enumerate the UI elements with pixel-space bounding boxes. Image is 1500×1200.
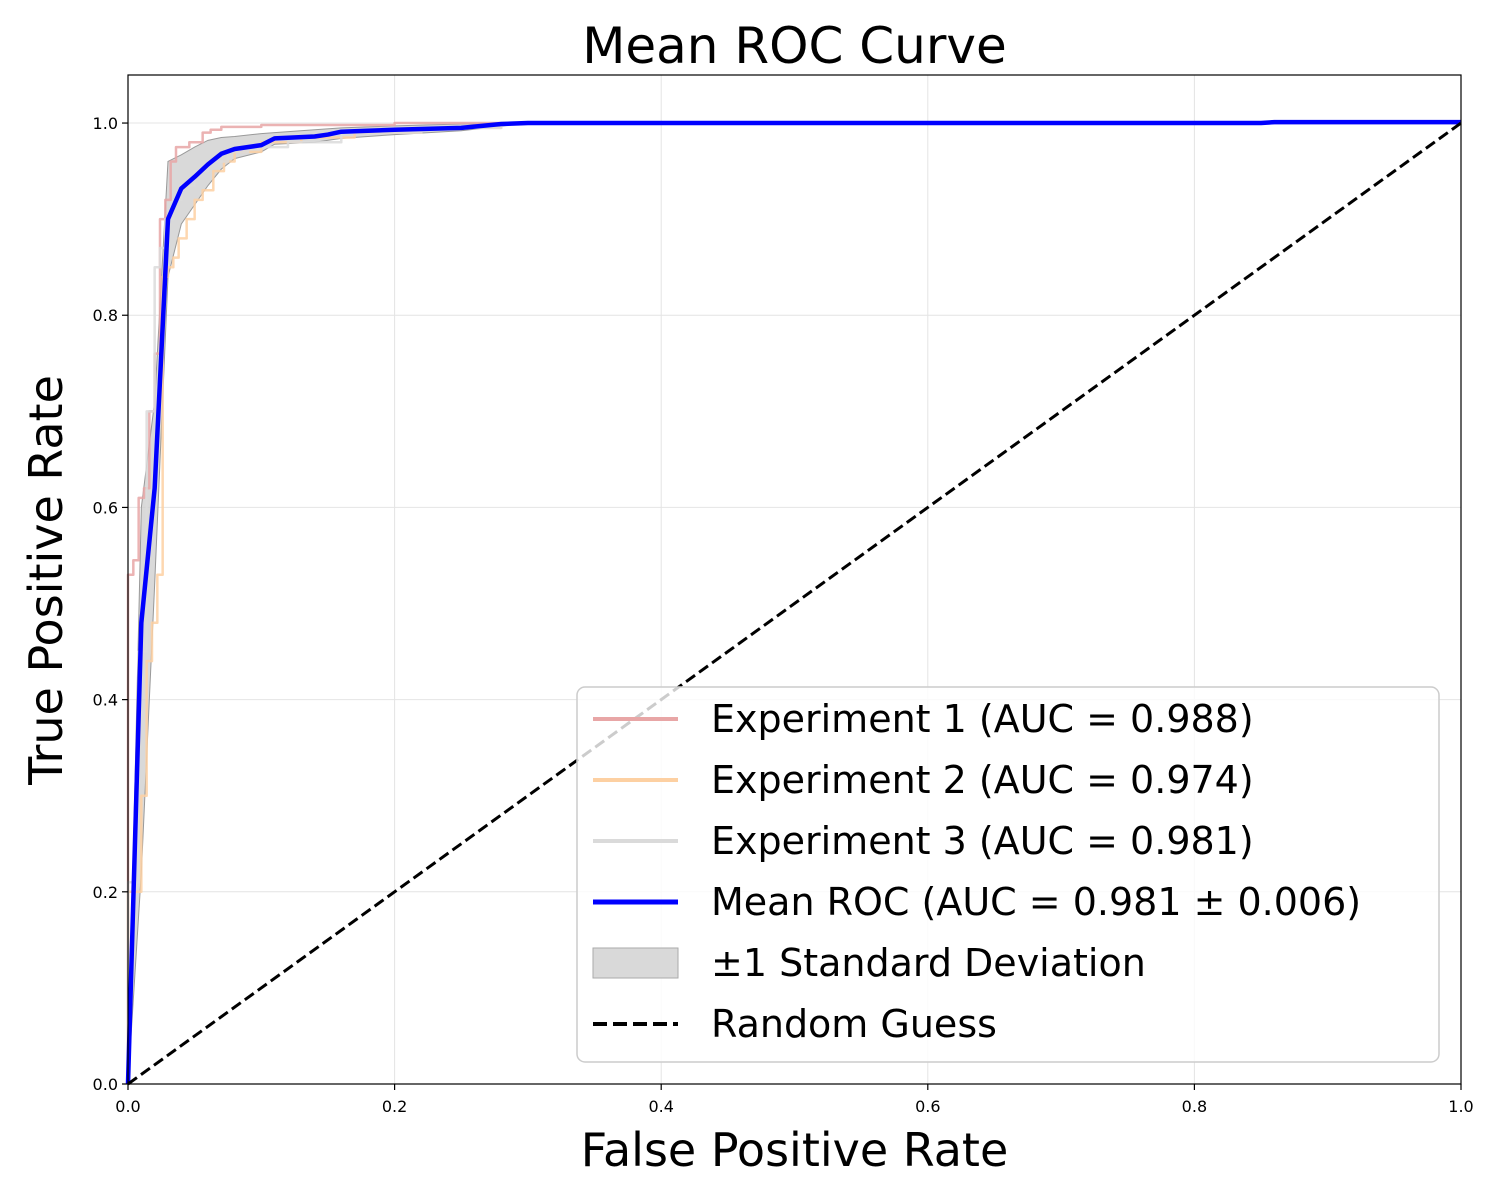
axis-ticks: 0.0 0.2 0.4 0.6 0.8 1.0 0.0 0.2 0.4 0.6 0.8 1.0 <box>93 114 1474 1116</box>
legend-swatch-std-band <box>592 947 679 979</box>
legend-label-std-band: ±1 Standard Deviation <box>711 941 1146 985</box>
legend-label-experiment-1: Experiment 1 (AUC = 0.988) <box>711 697 1254 741</box>
x-tick-label: 0.4 <box>648 1097 673 1116</box>
x-tick-label: 0.8 <box>1182 1097 1207 1116</box>
axes-frame <box>127 74 1462 1085</box>
y-tick-label: 0.4 <box>93 691 118 710</box>
x-axis-label: False Positive Rate <box>581 1123 1009 1177</box>
y-tick-label: 0.6 <box>93 498 118 517</box>
chart-title: Mean ROC Curve <box>582 17 1007 75</box>
y-tick-label: 0.2 <box>93 883 118 902</box>
std-band-area <box>127 122 1461 1085</box>
random-guess-line <box>127 121 1462 1086</box>
x-tick-label: 0.0 <box>115 1097 140 1116</box>
x-tick-label: 1.0 <box>1448 1097 1473 1116</box>
y-tick-label: 1.0 <box>93 114 118 133</box>
x-tick-label: 0.2 <box>382 1097 407 1116</box>
y-axis-label: True Positive Rate <box>19 375 73 786</box>
legend-label-random-guess: Random Guess <box>711 1002 997 1046</box>
experiment-1-curve <box>126 121 1461 1084</box>
legend-label-experiment-2: Experiment 2 (AUC = 0.974) <box>711 758 1254 802</box>
legend-box <box>576 686 1440 1063</box>
y-tick-label: 0.8 <box>93 306 118 325</box>
grid <box>127 75 1462 1085</box>
legend-label-experiment-3: Experiment 3 (AUC = 0.981) <box>711 819 1254 863</box>
y-tick-label: 0.0 <box>93 1075 118 1094</box>
mean-roc-curve <box>125 119 1461 1085</box>
legend-label-mean-roc: Mean ROC (AUC = 0.981 ± 0.006) <box>711 880 1361 924</box>
plot-area <box>125 119 1462 1086</box>
experiment-3-curve <box>126 121 1461 1084</box>
legend: Experiment 1 (AUC = 0.988) Experiment 2 … <box>576 686 1440 1063</box>
x-tick-label: 0.6 <box>915 1097 940 1116</box>
